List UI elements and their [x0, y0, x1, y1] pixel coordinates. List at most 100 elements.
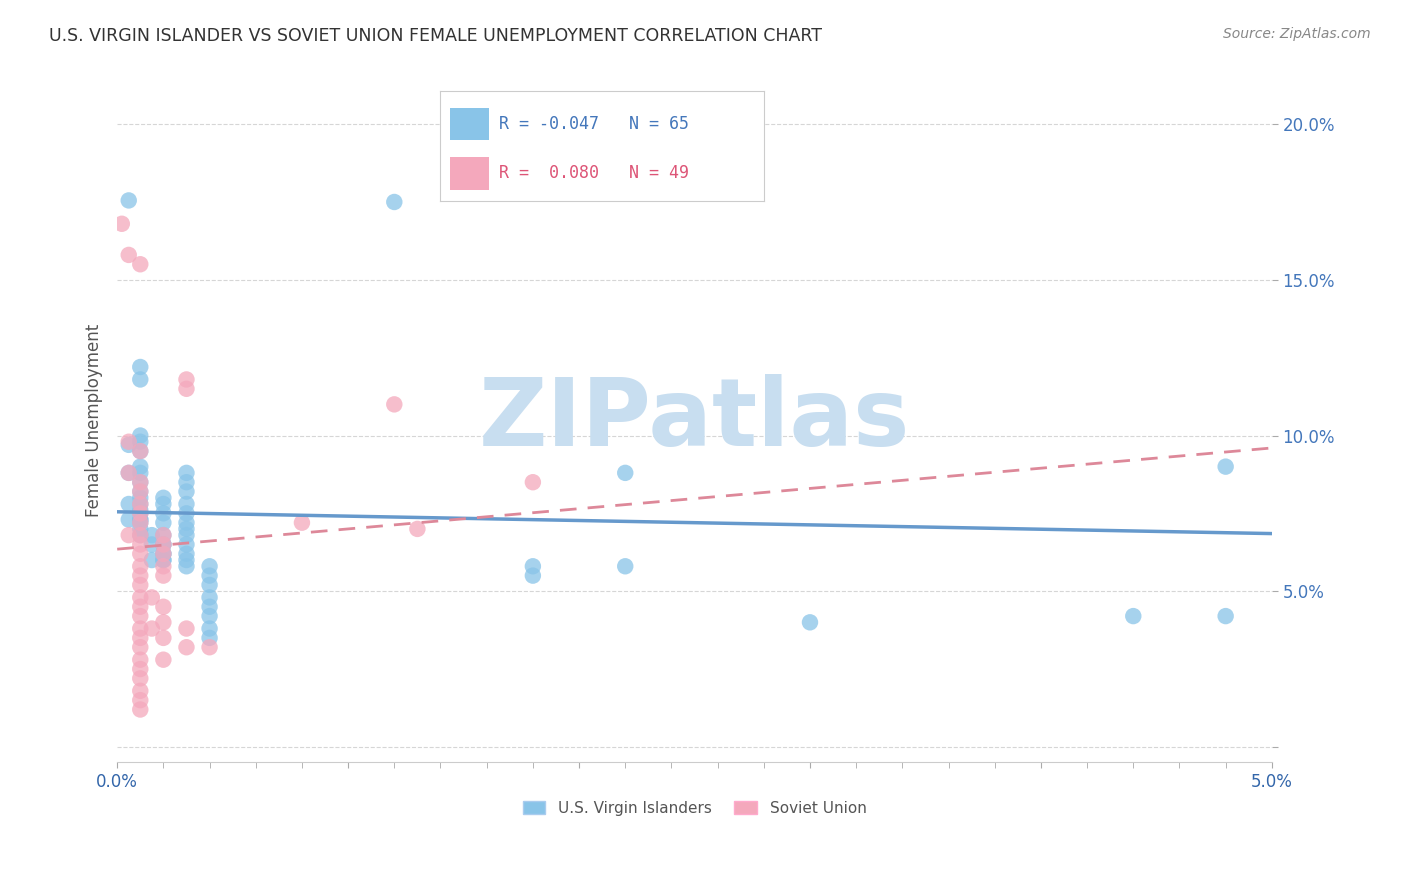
Point	[129, 444, 152, 458]
Point	[614, 559, 637, 574]
Point	[198, 568, 221, 582]
Point	[141, 537, 163, 551]
Point	[129, 528, 152, 542]
Point	[129, 683, 152, 698]
Point	[152, 631, 174, 645]
Point	[152, 497, 174, 511]
Point	[129, 506, 152, 520]
Point	[152, 537, 174, 551]
Point	[152, 528, 174, 542]
Point	[129, 631, 152, 645]
Point	[118, 497, 141, 511]
Point	[129, 599, 152, 614]
Point	[129, 459, 152, 474]
Point	[129, 497, 152, 511]
Point	[152, 547, 174, 561]
Text: U.S. VIRGIN ISLANDER VS SOVIET UNION FEMALE UNEMPLOYMENT CORRELATION CHART: U.S. VIRGIN ISLANDER VS SOVIET UNION FEM…	[49, 27, 823, 45]
Point	[129, 257, 152, 271]
Point	[198, 631, 221, 645]
Point	[152, 615, 174, 630]
Point	[111, 217, 134, 231]
Point	[129, 559, 152, 574]
Point	[129, 609, 152, 624]
Point	[152, 506, 174, 520]
Point	[129, 359, 152, 374]
Point	[1122, 609, 1144, 624]
Point	[152, 537, 174, 551]
Point	[176, 484, 198, 499]
Point	[118, 466, 141, 480]
Point	[129, 537, 152, 551]
Point	[129, 512, 152, 526]
Point	[141, 591, 163, 605]
Point	[152, 553, 174, 567]
Point	[152, 599, 174, 614]
Point	[141, 622, 163, 636]
Point	[129, 512, 152, 526]
Point	[129, 506, 152, 520]
Point	[152, 553, 174, 567]
Point	[198, 559, 221, 574]
Point	[176, 522, 198, 536]
Point	[176, 622, 198, 636]
Point	[176, 640, 198, 655]
Point	[129, 702, 152, 716]
Point	[129, 640, 152, 655]
Point	[141, 553, 163, 567]
Point	[129, 475, 152, 490]
Point	[129, 547, 152, 561]
Point	[118, 434, 141, 449]
Point	[129, 484, 152, 499]
Point	[152, 528, 174, 542]
Point	[129, 622, 152, 636]
Legend: U.S. Virgin Islanders, Soviet Union: U.S. Virgin Islanders, Soviet Union	[515, 793, 875, 823]
Point	[176, 372, 198, 386]
Point	[198, 591, 221, 605]
Point	[118, 194, 141, 208]
Point	[129, 466, 152, 480]
Point	[152, 568, 174, 582]
Point	[522, 559, 544, 574]
Point	[152, 516, 174, 530]
Point	[129, 672, 152, 686]
Point	[118, 528, 141, 542]
Point	[176, 528, 198, 542]
Point	[152, 491, 174, 505]
Point	[176, 382, 198, 396]
Point	[614, 466, 637, 480]
Point	[382, 397, 405, 411]
Point	[118, 438, 141, 452]
Point	[522, 475, 544, 490]
Point	[152, 547, 174, 561]
Point	[176, 537, 198, 551]
Point	[118, 512, 141, 526]
Point	[198, 609, 221, 624]
Point	[129, 444, 152, 458]
Point	[129, 578, 152, 592]
Point	[129, 693, 152, 707]
Point	[141, 528, 163, 542]
Point	[176, 516, 198, 530]
Point	[129, 434, 152, 449]
Point	[406, 522, 429, 536]
Point	[129, 568, 152, 582]
Point	[129, 503, 152, 517]
Point	[129, 516, 152, 530]
Point	[118, 466, 141, 480]
Point	[129, 591, 152, 605]
Point	[291, 516, 314, 530]
Point	[129, 516, 152, 530]
Point	[129, 475, 152, 490]
Point	[118, 248, 141, 262]
Point	[198, 622, 221, 636]
Point	[176, 559, 198, 574]
Point	[198, 640, 221, 655]
Point	[129, 428, 152, 442]
Point	[152, 537, 174, 551]
Point	[129, 662, 152, 676]
Point	[198, 599, 221, 614]
Point	[176, 547, 198, 561]
Point	[382, 194, 405, 209]
Point	[1215, 609, 1237, 624]
Point	[129, 522, 152, 536]
